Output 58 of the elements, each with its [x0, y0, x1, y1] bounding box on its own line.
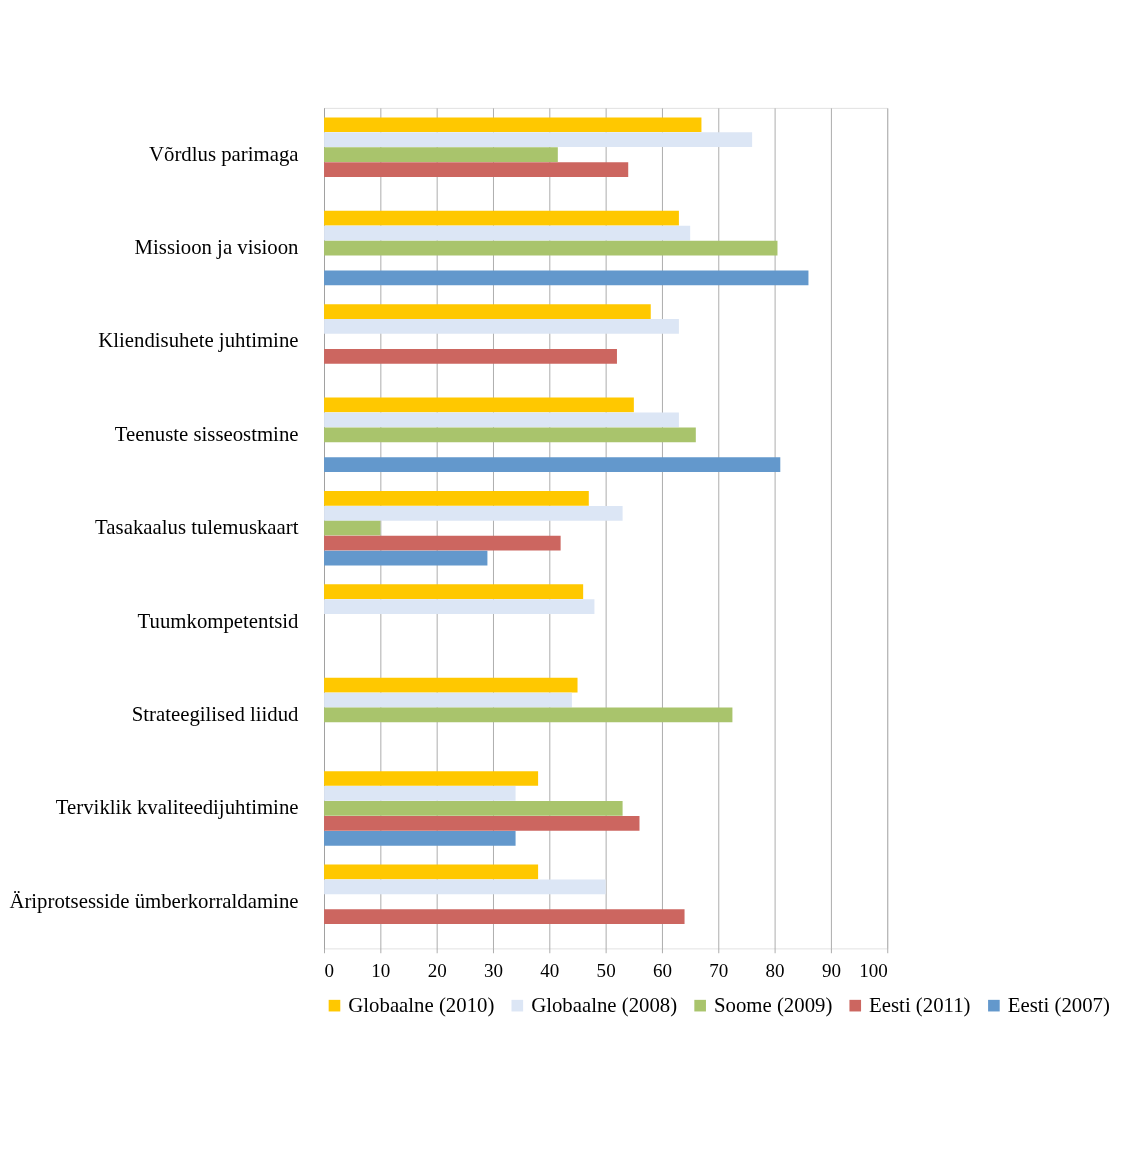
bar: [324, 599, 595, 615]
bar: [324, 815, 640, 831]
bar: [324, 801, 623, 816]
bar: [324, 864, 539, 880]
bar: [324, 520, 381, 536]
bar: [324, 210, 679, 226]
y-tick-label: Missioon ja visioon: [134, 235, 300, 260]
bar: [324, 677, 578, 693]
bar: [324, 505, 623, 521]
legend-label: Eesti (2007): [1007, 992, 1110, 1017]
bar: [324, 132, 753, 148]
x-tick-label: 100: [859, 959, 888, 981]
y-tick-label: Terviklik kvaliteedijuhtimine: [55, 795, 299, 820]
bar: [324, 584, 584, 600]
bar: [324, 349, 617, 364]
x-tick-label: 60: [652, 959, 672, 981]
bar: [324, 550, 488, 566]
bar: [324, 427, 696, 443]
x-tick-label: 20: [427, 959, 447, 981]
bar: [324, 225, 691, 241]
x-tick-label: 50: [596, 959, 616, 981]
y-tick-label: Tasakaalus tulemuskaart: [95, 515, 299, 539]
x-tick-label: 80: [765, 959, 785, 981]
legend-label: Globaalne (2008): [531, 992, 678, 1017]
x-tick-label: 0: [324, 959, 335, 981]
x-tick-label: 40: [540, 959, 560, 981]
bar: [324, 879, 606, 895]
bar: [324, 771, 539, 786]
y-tick-label: Strateegilised liidud: [131, 702, 300, 727]
y-tick-label: Teenuste sisseostmine: [114, 421, 299, 445]
bar: [324, 117, 702, 133]
x-tick-label: 90: [821, 959, 841, 981]
bar: [324, 490, 589, 506]
bar: [324, 830, 516, 846]
legend-label: Globaalne (2010): [348, 992, 495, 1017]
legend-label: Eesti (2011): [869, 992, 971, 1017]
legend-label: Soome (2009): [714, 992, 833, 1017]
y-tick-label: Võrdlus parimaga: [149, 141, 299, 166]
x-tick-label: 30: [483, 959, 503, 981]
bar: [324, 270, 809, 286]
y-tick-label: Äriprotsesside ümberkorraldamine: [9, 888, 299, 913]
x-tick-label: 10: [371, 959, 391, 981]
y-tick-label: Tuumkompetentsid: [137, 608, 300, 633]
bar: [324, 535, 561, 551]
y-tick-label: Kliendisuhete juhtimine: [98, 328, 299, 353]
bar: [324, 909, 685, 925]
bar: [324, 707, 733, 723]
bar: [324, 397, 634, 413]
x-tick-label: 70: [709, 959, 729, 981]
bar: [324, 304, 651, 319]
bar: [324, 240, 778, 256]
bar: [324, 412, 679, 428]
bar: [324, 786, 516, 801]
bar: [324, 319, 679, 334]
bar: [324, 162, 629, 177]
bar: [324, 147, 558, 163]
bar: [324, 457, 781, 473]
bar: [324, 692, 572, 708]
